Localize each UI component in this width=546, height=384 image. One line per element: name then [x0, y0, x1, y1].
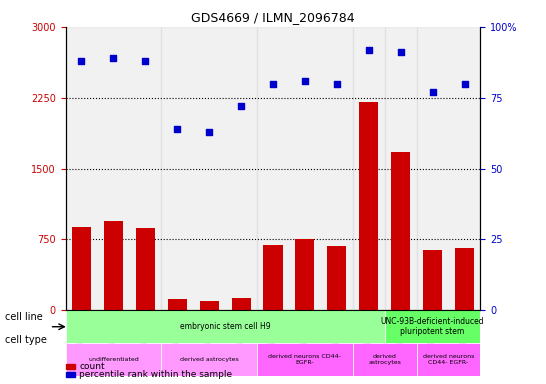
Bar: [257, 27, 353, 310]
Bar: [161, 27, 257, 310]
Bar: [353, 27, 385, 310]
Point: [173, 126, 182, 132]
FancyBboxPatch shape: [257, 343, 353, 376]
Bar: [232, 298, 251, 310]
FancyBboxPatch shape: [66, 343, 161, 376]
Text: undifferentiated: undifferentiated: [88, 357, 139, 362]
Bar: [423, 250, 442, 310]
Title: GDS4669 / ILMN_2096784: GDS4669 / ILMN_2096784: [191, 11, 355, 24]
Point: [109, 55, 118, 61]
Text: percentile rank within the sample: percentile rank within the sample: [79, 370, 232, 379]
Text: UNC-93B-deficient-induced
pluripotent stem: UNC-93B-deficient-induced pluripotent st…: [381, 317, 484, 336]
Bar: [263, 245, 283, 310]
Point: [300, 78, 309, 84]
FancyBboxPatch shape: [353, 343, 417, 376]
Point: [205, 129, 213, 135]
Point: [396, 49, 405, 55]
Point: [237, 103, 246, 109]
Text: cell type: cell type: [5, 335, 48, 345]
Point: [141, 58, 150, 64]
Bar: [455, 248, 474, 310]
Point: [428, 89, 437, 95]
Bar: [168, 299, 187, 310]
Text: derived neurons
CD44- EGFR-: derived neurons CD44- EGFR-: [423, 354, 474, 365]
Text: derived neurons CD44-
EGFR-: derived neurons CD44- EGFR-: [269, 354, 341, 365]
Text: embryonic stem cell H9: embryonic stem cell H9: [180, 322, 270, 331]
Bar: [136, 228, 155, 310]
FancyBboxPatch shape: [417, 343, 480, 376]
Bar: [295, 239, 314, 310]
Point: [333, 81, 341, 87]
Bar: [391, 152, 410, 310]
FancyBboxPatch shape: [66, 310, 385, 343]
Bar: [72, 227, 91, 310]
Text: cell line: cell line: [5, 312, 43, 322]
Bar: [104, 222, 123, 310]
Bar: [417, 27, 480, 310]
Bar: [385, 27, 417, 310]
Bar: [359, 103, 378, 310]
Bar: [200, 301, 219, 310]
Text: derived astrocytes: derived astrocytes: [180, 357, 239, 362]
Text: derived
astrocytes: derived astrocytes: [369, 354, 401, 365]
FancyBboxPatch shape: [161, 343, 257, 376]
Text: count: count: [79, 362, 105, 371]
FancyBboxPatch shape: [385, 310, 480, 343]
Point: [364, 46, 373, 53]
Bar: [66, 27, 161, 310]
Point: [269, 81, 277, 87]
Point: [77, 58, 86, 64]
Bar: [327, 246, 346, 310]
Point: [460, 81, 469, 87]
